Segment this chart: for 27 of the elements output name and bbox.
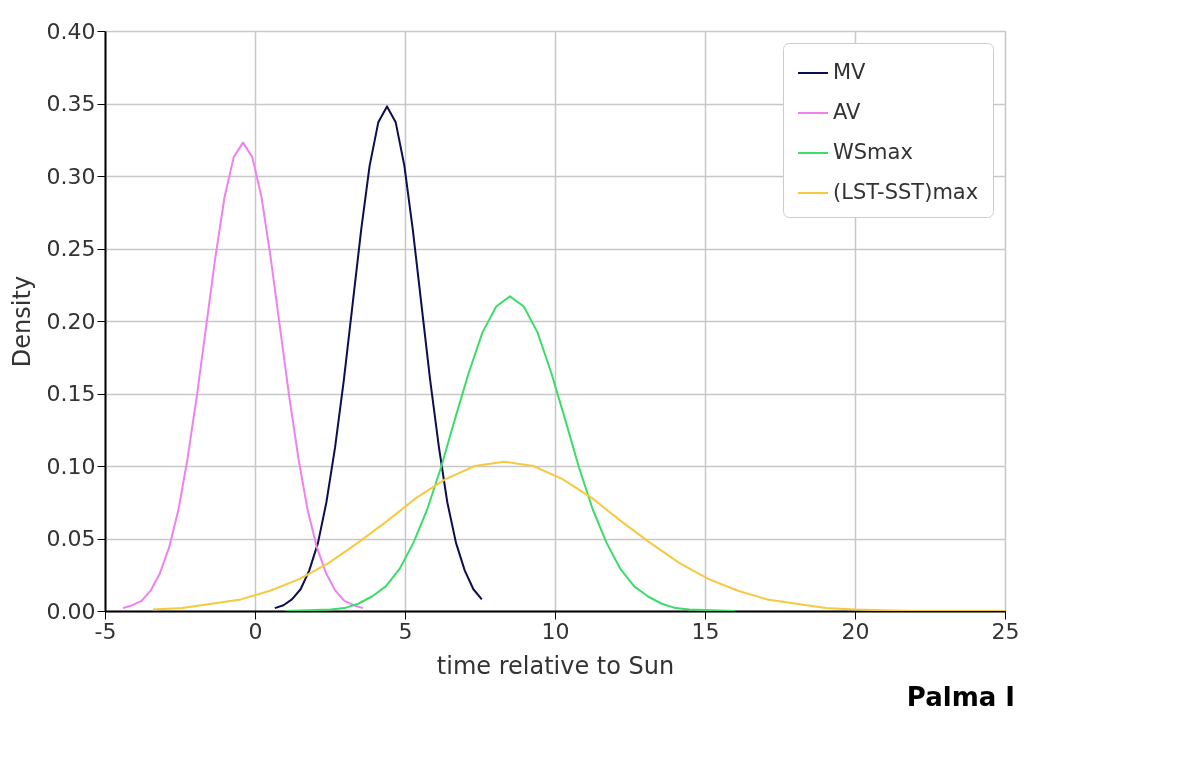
legend-label: AV: [833, 100, 862, 124]
y-axis-title: Density: [7, 275, 36, 368]
y-tick-label: 0.15: [46, 381, 96, 406]
y-tick-label: 0.05: [46, 526, 96, 551]
x-tick-label: 20: [841, 618, 870, 644]
y-tick-label: 0.35: [46, 91, 96, 116]
x-tick-label: 5: [398, 618, 413, 644]
line-series: [122, 141, 364, 610]
text: Palma I: [906, 682, 1015, 712]
y-tick-label: 0.30: [46, 163, 96, 189]
x-tick-label: 25: [991, 618, 1020, 644]
x-tick-label: 10: [541, 618, 570, 644]
y-tick-label: 0.25: [46, 236, 96, 261]
line-series: [284, 295, 736, 611]
x-tick-label: -5: [94, 618, 117, 644]
y-tick-label: 0.20: [46, 308, 96, 334]
legend-label: WSmax: [833, 140, 913, 164]
y-tick-label: 0.40: [46, 18, 96, 44]
legend-label: (LST-SST)max: [833, 180, 979, 204]
line-series: [273, 105, 483, 610]
x-tick-label: 0: [248, 618, 263, 644]
y-tick-label: 0.10: [46, 453, 96, 479]
y-tick-label: 0.00: [46, 598, 96, 624]
x-axis-title: time relative to Sun: [436, 651, 675, 680]
legend-label: MV: [833, 60, 867, 84]
line-series: [152, 460, 1005, 611]
x-tick-label: 15: [691, 618, 720, 644]
